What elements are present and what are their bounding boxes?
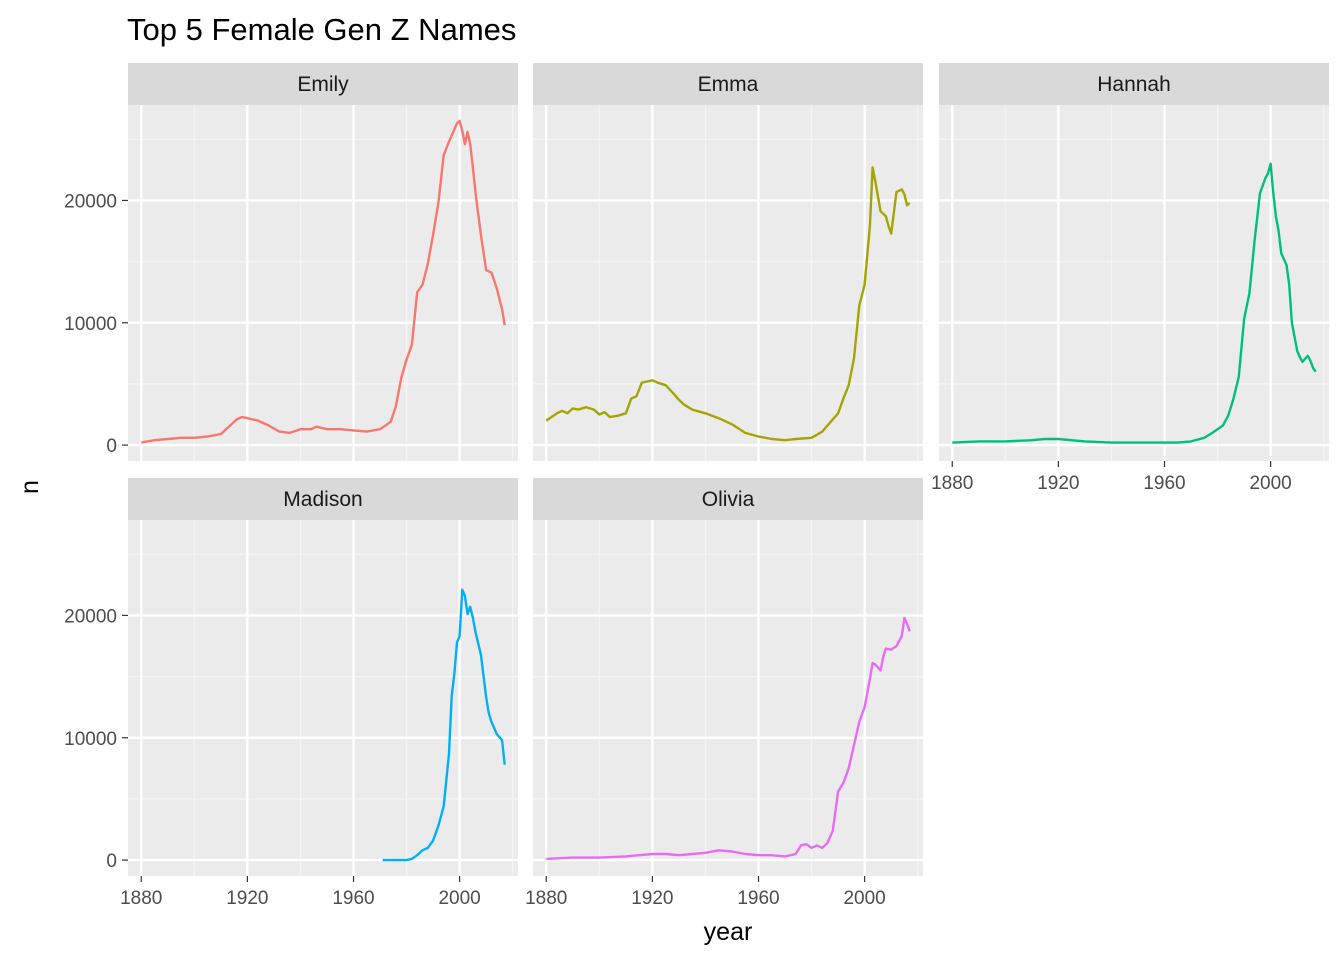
series-line-emily (141, 119, 506, 444)
facet-strip-label: Emily (297, 73, 349, 96)
x-tick-label: 1920 (631, 888, 673, 909)
series-line-olivia (546, 616, 911, 861)
facet-strip-label: Hannah (1097, 73, 1171, 96)
x-tick-label: 2000 (1249, 473, 1291, 494)
x-tick-label: 1880 (525, 888, 567, 909)
facet-strip (533, 63, 923, 105)
facet-panel-olivia: Olivia 1880 1920 1960 2000 (525, 478, 923, 909)
x-tick-label: 2000 (438, 888, 480, 909)
y-tick-label: 10000 (64, 729, 117, 750)
plot-background (939, 105, 1329, 461)
facet-strip (128, 478, 518, 520)
y-tick-label: 0 (106, 851, 117, 872)
facet-strip (939, 63, 1329, 105)
x-tick-label: 1880 (931, 473, 973, 494)
x-tick-label: 1880 (120, 888, 162, 909)
facet-strip (533, 478, 923, 520)
x-tick-label: 1960 (1143, 473, 1185, 494)
x-tick-label: 1960 (737, 888, 779, 909)
series-line-hannah (952, 162, 1317, 444)
y-tick-label: 0 (106, 436, 117, 457)
plot-background (533, 105, 923, 461)
y-tick-label: 20000 (64, 606, 117, 627)
y-tick-label: 10000 (64, 314, 117, 335)
x-tick-label: 1960 (332, 888, 374, 909)
y-axis-title: n (16, 480, 44, 494)
series-line-madison (382, 588, 506, 862)
plot-background (128, 520, 518, 876)
facet-panel-emma: Emma (533, 63, 923, 461)
facet-strip-label: Madison (283, 488, 362, 511)
facet-panel-hannah: Hannah 1880 1920 1960 2000 (931, 63, 1329, 494)
facet-strip (128, 63, 518, 105)
facet-strip-label: Olivia (702, 488, 755, 511)
y-tick-label: 20000 (64, 191, 117, 212)
chart-title: Top 5 Female Gen Z Names (127, 12, 516, 47)
facet-strip-label: Emma (698, 73, 759, 96)
series-line-emma (545, 166, 911, 442)
x-axis-title: year (704, 918, 753, 946)
x-tick-label: 2000 (843, 888, 885, 909)
plot-background (533, 520, 923, 876)
x-tick-label: 1920 (1037, 473, 1079, 494)
facet-panel-emily: Emily 0 10000 20000 (64, 63, 518, 461)
plot-background (128, 105, 518, 461)
x-tick-label: 1920 (226, 888, 268, 909)
